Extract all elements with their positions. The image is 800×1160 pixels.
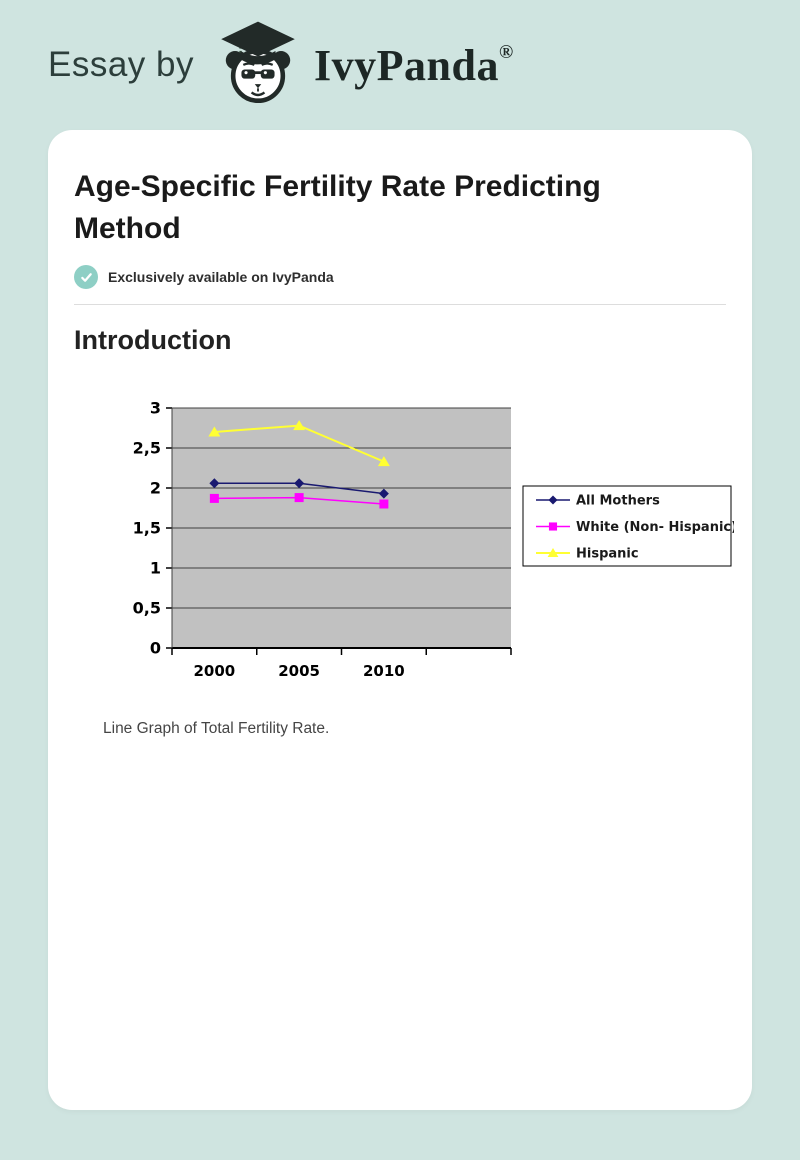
diamond-marker — [209, 478, 220, 489]
y-axis-label: 1,5 — [133, 519, 161, 538]
triangle-marker — [293, 420, 306, 431]
legend-label: White (Non- Hispanic) — [576, 520, 734, 535]
mortarboard-cap — [221, 21, 295, 57]
y-axis-label: 1 — [150, 559, 161, 578]
exclusive-badge: Exclusively available on IvyPanda — [74, 265, 726, 289]
square-marker — [548, 522, 558, 531]
y-axis-label: 2 — [150, 479, 161, 498]
x-axis-label: 2005 — [278, 662, 320, 680]
panda-mouth — [250, 90, 266, 96]
badge-label: Exclusively available on IvyPanda — [108, 269, 334, 285]
essay-by-label: Essay by — [48, 45, 194, 84]
x-axis-label: 2010 — [363, 662, 405, 680]
triangle-marker — [547, 548, 559, 558]
legend-label: All Mothers — [576, 494, 660, 509]
brand-wordmark[interactable]: IvyPanda® — [314, 40, 514, 90]
page-title: Age-Specific Fertility Rate Predicting M… — [74, 170, 601, 245]
legend-label: Hispanic — [576, 547, 639, 562]
triangle-marker — [208, 426, 221, 437]
y-axis-label: 0 — [150, 639, 161, 658]
diamond-marker — [294, 478, 305, 489]
fertility-line-chart: 0 0,5 1 1,5 2 2,5 3 2000 2005 2010 All Mothers Whit… — [133, 399, 734, 681]
check-icon — [74, 265, 98, 289]
figure-caption: Line Graph of Total Fertility Rate. — [103, 720, 330, 737]
fertility-rate-figure: 0 0,5 1 1,5 2 2,5 3 2000 2005 2010 All Mothers Whit… — [74, 394, 734, 738]
square-marker — [209, 493, 219, 503]
diamond-marker — [548, 495, 558, 505]
square-marker — [294, 493, 304, 503]
essay-card: Age-Specific Fertility Rate Predicting M… — [48, 130, 752, 1110]
registered-trademark-symbol: ® — [498, 41, 514, 63]
x-axis-label: 2000 — [194, 662, 236, 680]
y-axis-label: 0,5 — [133, 599, 161, 618]
square-marker — [379, 499, 389, 509]
glasses-right-lens — [260, 68, 275, 79]
mortarboard-band — [240, 50, 276, 64]
y-axis-label: 3 — [150, 399, 161, 418]
triangle-marker — [377, 456, 390, 467]
glasses-bridge — [254, 70, 262, 74]
site-header: Essay by Ivy — [0, 0, 800, 130]
diamond-marker — [378, 488, 389, 499]
divider — [74, 304, 726, 305]
glasses-left-lens — [241, 68, 256, 79]
ivypanda-logo-link[interactable] — [212, 17, 304, 114]
y-axis-label: 2,5 — [133, 439, 161, 458]
section-heading-introduction: Introduction — [74, 325, 232, 355]
panda-graduate-logo-icon — [221, 21, 295, 103]
panda-nose — [254, 83, 262, 88]
